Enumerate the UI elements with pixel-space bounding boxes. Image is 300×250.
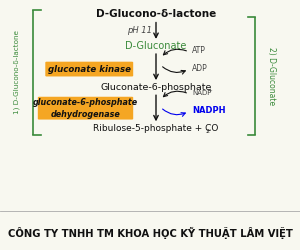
Text: D-Gluconate: D-Gluconate (125, 42, 187, 51)
Text: CÔNG TY TNHH TM KHOA HỌC KỸ THUẬT LÂM VIỆT: CÔNG TY TNHH TM KHOA HỌC KỸ THUẬT LÂM VI… (8, 226, 292, 238)
Text: +: + (208, 88, 212, 94)
Text: Gluconate-6-phosphate: Gluconate-6-phosphate (100, 83, 212, 92)
Text: gluconate kinase: gluconate kinase (48, 64, 131, 74)
FancyBboxPatch shape (38, 97, 133, 120)
Text: D-Glucono-δ-lactone: D-Glucono-δ-lactone (96, 9, 216, 19)
Text: 1) D-Glucono-δ-lactone: 1) D-Glucono-δ-lactone (13, 30, 20, 114)
Text: 2) D-Gluconate: 2) D-Gluconate (267, 47, 276, 105)
Text: Ribulose-5-phosphate + CO: Ribulose-5-phosphate + CO (93, 124, 219, 133)
Text: gluconate-6-phosphate
dehydrogenase: gluconate-6-phosphate dehydrogenase (33, 98, 138, 118)
Text: ATP: ATP (192, 46, 206, 55)
FancyBboxPatch shape (45, 62, 133, 76)
Text: 2: 2 (206, 129, 209, 134)
Text: ADP: ADP (192, 64, 208, 73)
Text: pH 11: pH 11 (127, 26, 152, 35)
Text: NADP: NADP (192, 90, 212, 96)
Text: NADPH: NADPH (192, 106, 226, 115)
